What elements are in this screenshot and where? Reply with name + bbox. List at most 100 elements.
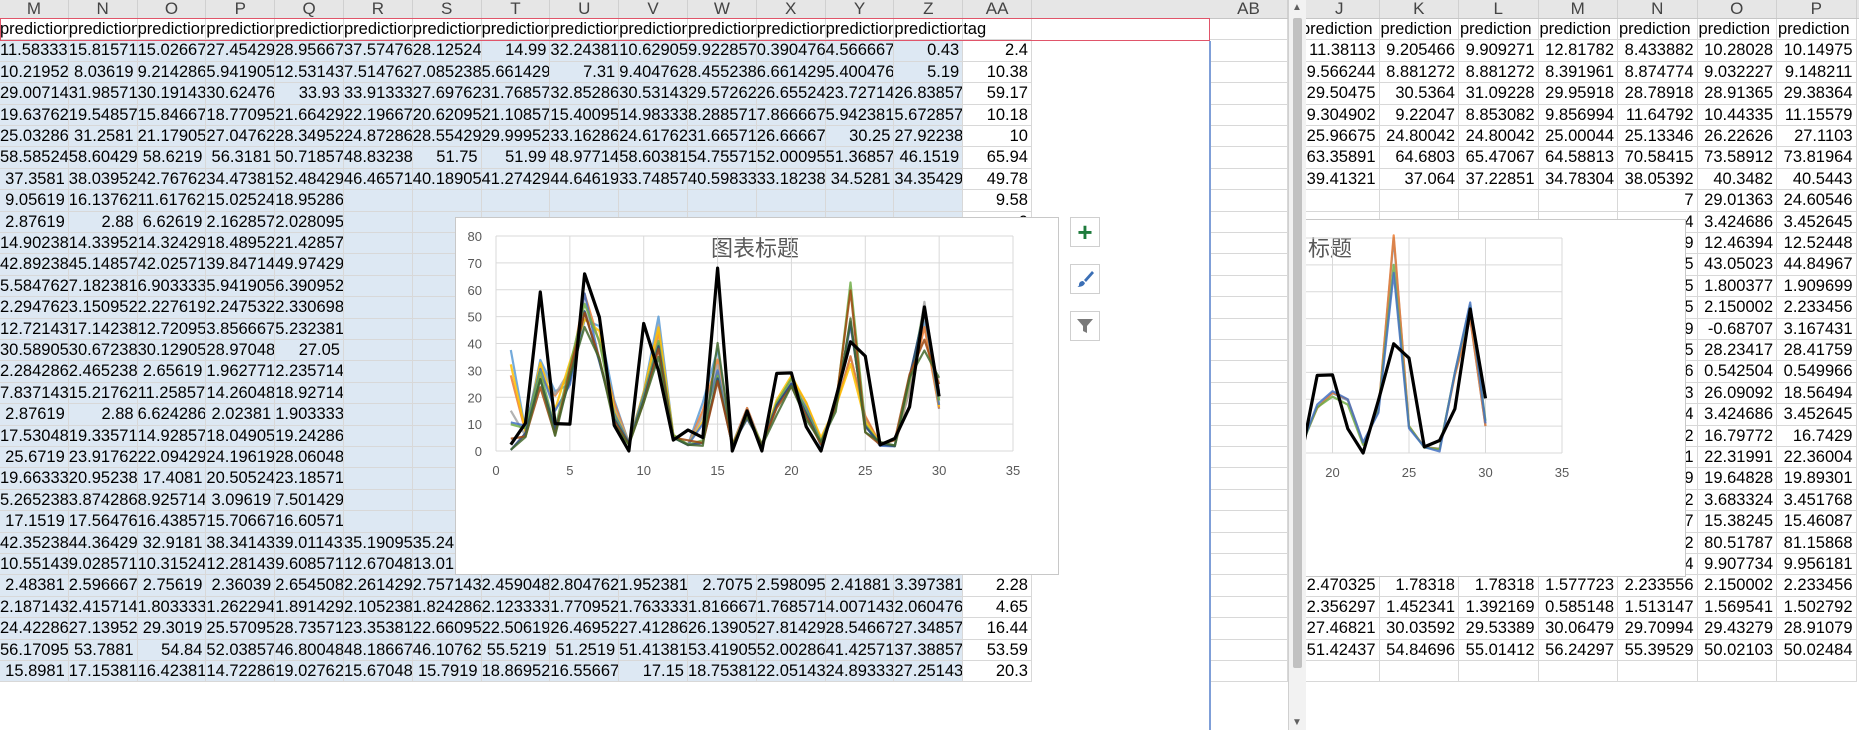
- cell[interactable]: 17.14238: [68, 318, 138, 340]
- cell[interactable]: [1210, 190, 1288, 212]
- cell[interactable]: 37.57476: [344, 40, 413, 62]
- cell[interactable]: 44.36429: [68, 532, 138, 554]
- cell[interactable]: 14.92857: [137, 425, 207, 447]
- header-cell[interactable]: prediction: [0, 19, 69, 41]
- cell[interactable]: 37.064: [1379, 168, 1459, 191]
- cell[interactable]: 8.874774: [1618, 61, 1698, 84]
- cell[interactable]: 5.942381: [825, 104, 895, 126]
- cell[interactable]: 25.96675: [1306, 126, 1380, 148]
- cell[interactable]: 16.60571: [275, 511, 344, 533]
- cell[interactable]: [344, 425, 413, 447]
- cell[interactable]: 70.58415: [1618, 147, 1698, 169]
- cell[interactable]: 16.43857: [137, 511, 207, 533]
- cell[interactable]: 8.881272: [1379, 61, 1459, 84]
- cell[interactable]: 1.768571: [756, 596, 826, 619]
- cell[interactable]: [1210, 382, 1288, 405]
- cell[interactable]: 25.03286: [0, 126, 69, 148]
- cell[interactable]: 20.3: [963, 661, 1032, 683]
- cell[interactable]: 0.549966: [1777, 361, 1857, 383]
- cell[interactable]: 18.75381: [688, 661, 757, 683]
- cell[interactable]: 9.05619: [0, 190, 69, 212]
- cell[interactable]: [1306, 190, 1380, 212]
- cell[interactable]: 9.58: [963, 190, 1032, 212]
- cell[interactable]: 2.150002: [1697, 575, 1777, 597]
- cell[interactable]: 26.09092: [1697, 382, 1777, 405]
- cell[interactable]: 27.69762: [412, 83, 482, 105]
- cell[interactable]: 19.54857: [68, 104, 138, 126]
- cell[interactable]: 1.770952: [550, 596, 620, 619]
- cell[interactable]: 15.21762: [68, 382, 138, 405]
- column-header-u[interactable]: U: [550, 0, 620, 18]
- cell[interactable]: 40.5443: [1777, 168, 1857, 191]
- cell[interactable]: 1.513147: [1618, 596, 1698, 619]
- header-cell[interactable]: prediction: [756, 19, 826, 41]
- cell[interactable]: 22.19667: [344, 104, 413, 126]
- cell[interactable]: 30.25: [825, 126, 895, 148]
- cell[interactable]: 50.02484: [1777, 639, 1857, 661]
- cell[interactable]: 35.19095: [344, 532, 413, 554]
- column-header-o[interactable]: O: [138, 0, 207, 18]
- cell[interactable]: 1.452341: [1379, 596, 1459, 619]
- cell[interactable]: 28.95667: [275, 40, 344, 62]
- chart-plot-area[interactable]: 20 25 30 35: [1306, 220, 1684, 576]
- scroll-thumb[interactable]: [1293, 18, 1302, 668]
- cell[interactable]: 42.35238: [0, 532, 69, 554]
- cell[interactable]: 2.470325: [1306, 575, 1380, 597]
- cell[interactable]: [1538, 190, 1618, 212]
- cell[interactable]: 34.47381: [206, 168, 276, 191]
- cell[interactable]: 3.150952: [68, 297, 138, 319]
- cell[interactable]: 9.032227: [1697, 61, 1777, 84]
- cell[interactable]: 18.95286: [275, 190, 344, 212]
- cell[interactable]: 17.15381: [68, 661, 138, 683]
- cell[interactable]: 30.58905: [0, 340, 69, 362]
- cell[interactable]: 2.28: [963, 575, 1032, 597]
- chart-filters-button[interactable]: [1070, 311, 1100, 341]
- header-cell[interactable]: prediction: [1306, 19, 1380, 41]
- cell[interactable]: 22.50619: [481, 618, 551, 640]
- cell[interactable]: 5.265238: [0, 489, 69, 512]
- cell[interactable]: 52.00286: [756, 639, 826, 661]
- chart-styles-button[interactable]: [1070, 264, 1100, 294]
- cell[interactable]: 26.65524: [756, 83, 826, 105]
- cell[interactable]: 16.44: [963, 618, 1032, 640]
- cell[interactable]: 5.19: [894, 61, 964, 84]
- cell[interactable]: 5.232381: [275, 318, 344, 340]
- cell[interactable]: [756, 190, 826, 212]
- cell[interactable]: 7.837143: [0, 382, 69, 405]
- cell[interactable]: 39.84714: [206, 254, 276, 276]
- cell[interactable]: [344, 511, 413, 533]
- cell[interactable]: 10.18: [963, 104, 1032, 126]
- cell[interactable]: 9.909271: [1459, 40, 1539, 62]
- cell[interactable]: 50.02103: [1697, 639, 1777, 661]
- cell[interactable]: 2.596667: [68, 575, 138, 597]
- cell[interactable]: 1.392169: [1459, 596, 1539, 619]
- cell[interactable]: [344, 468, 413, 490]
- cell[interactable]: [344, 233, 413, 255]
- cell[interactable]: 10.44335: [1697, 104, 1777, 126]
- cell[interactable]: 0.43: [894, 40, 964, 62]
- column-header-y[interactable]: Y: [826, 0, 895, 18]
- cell[interactable]: 29.00714: [0, 83, 69, 105]
- cell[interactable]: 24.60546: [1777, 190, 1857, 212]
- cell[interactable]: 10.31524: [137, 554, 207, 576]
- cell[interactable]: 58.6219: [137, 147, 207, 169]
- cell[interactable]: 12.72095: [137, 318, 207, 340]
- cell[interactable]: 27.25143: [894, 661, 964, 683]
- cell[interactable]: 20.95238: [68, 468, 138, 490]
- cell[interactable]: 1.816667: [688, 596, 757, 619]
- cell[interactable]: 2.465238: [68, 361, 138, 383]
- line-chart[interactable]: 图表标题 0 10 20 30 40 50 60 70 80 0 5 10 15 20 25 30 35: [455, 217, 1059, 575]
- cell[interactable]: 4.566667: [825, 40, 895, 62]
- cell[interactable]: 65.94: [963, 147, 1032, 169]
- cell[interactable]: [1777, 661, 1857, 683]
- cell[interactable]: 41.27429: [481, 168, 551, 191]
- cell[interactable]: 15.8981: [0, 661, 69, 683]
- cell[interactable]: 53.59: [963, 639, 1032, 661]
- cell[interactable]: 24.80042: [1379, 126, 1459, 148]
- cell[interactable]: 58.58524: [0, 147, 69, 169]
- cell[interactable]: 51.75: [412, 147, 482, 169]
- cell[interactable]: 26.22626: [1697, 126, 1777, 148]
- cell[interactable]: 16.42381: [137, 661, 207, 683]
- chart-title[interactable]: 图表标题: [711, 236, 800, 261]
- column-header-m[interactable]: M: [0, 0, 69, 18]
